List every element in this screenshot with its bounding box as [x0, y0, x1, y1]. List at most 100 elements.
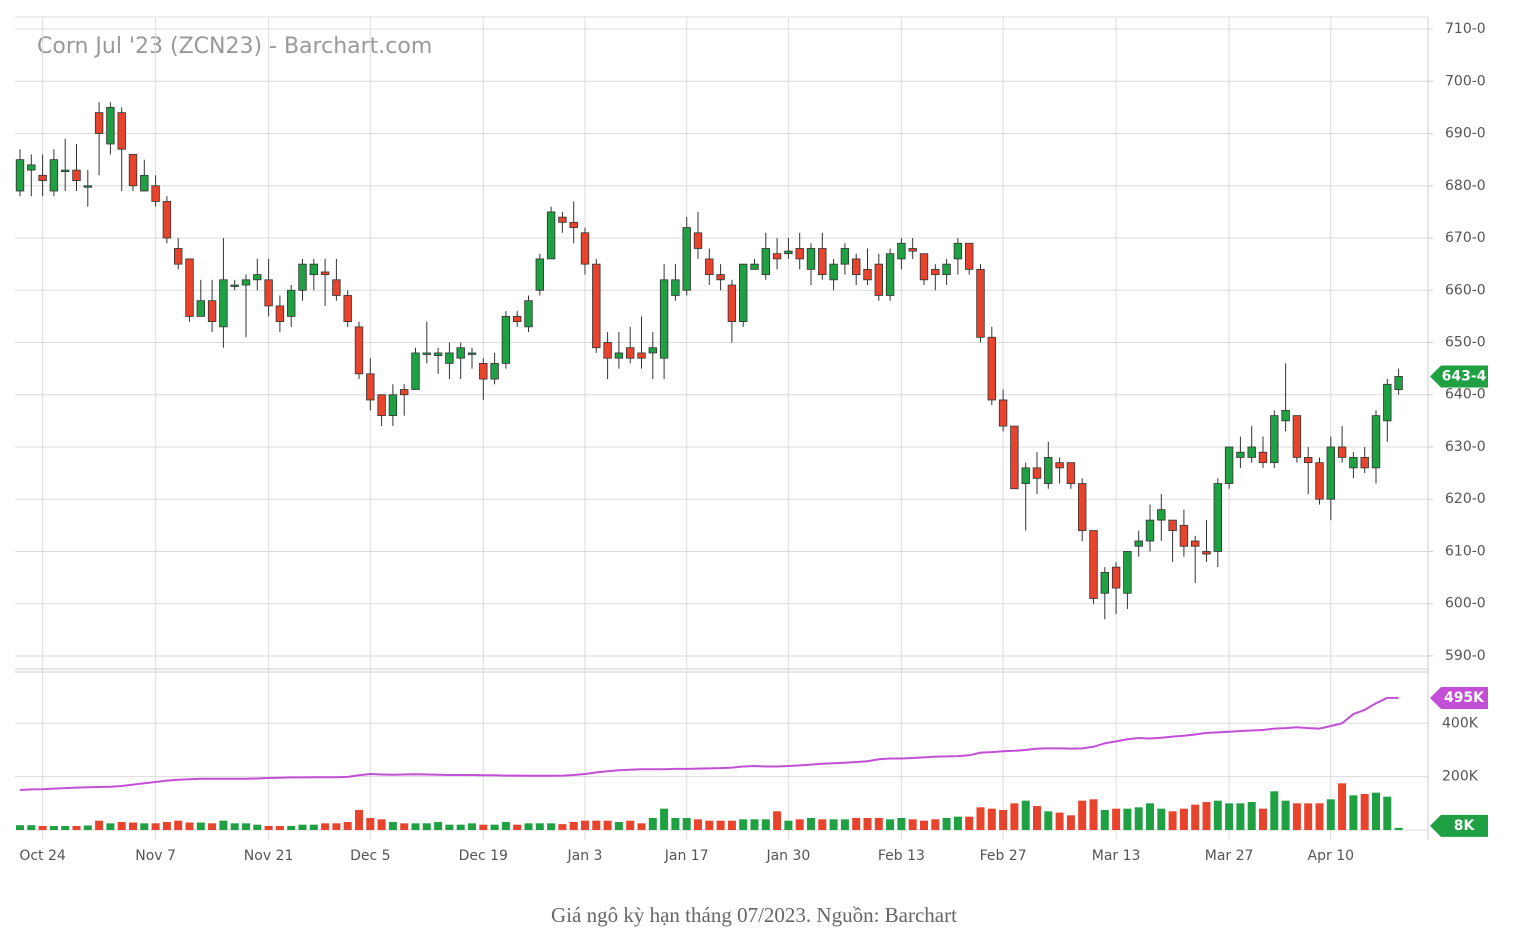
candle-body [1258, 451, 1268, 464]
candle-body [1010, 425, 1019, 490]
volume-bar [1259, 808, 1267, 830]
candle-body [1326, 446, 1335, 500]
candle-body [1337, 446, 1347, 458]
volume-bar [377, 819, 386, 830]
candle-body [117, 112, 126, 150]
candle-body [467, 352, 477, 355]
candle-body [908, 248, 917, 252]
candle-body [456, 347, 465, 359]
candle-body [253, 274, 262, 281]
candle-body [1213, 483, 1222, 552]
candle-body [569, 221, 578, 228]
volume-bar [581, 820, 589, 830]
volume-bar [908, 819, 917, 830]
candle-body [219, 279, 228, 328]
candle-body [128, 154, 138, 187]
y-tick-label: 640-0 [1445, 387, 1486, 403]
volume-bar [1281, 800, 1290, 830]
volume-bar [999, 809, 1008, 830]
volume-bar [1021, 800, 1030, 830]
volume-bar [1033, 805, 1041, 830]
volume-bar [1044, 811, 1053, 830]
x-tick-label: Jan 3 [567, 848, 603, 864]
y-tick-label: 710-0 [1445, 21, 1486, 37]
volume-bar [1315, 803, 1324, 830]
volume-bar [366, 817, 375, 830]
volume-bar [897, 817, 906, 830]
y-tick-label: 700-0 [1445, 73, 1486, 89]
volume-bar [558, 824, 567, 830]
volume-bar [524, 823, 533, 830]
volume-bar [761, 819, 770, 830]
volume-bar [355, 809, 363, 830]
candle-body [998, 399, 1008, 427]
candle-body [72, 169, 81, 181]
volume-bar [1089, 799, 1098, 830]
candle-body [332, 279, 341, 296]
last-price-bg [1430, 365, 1488, 388]
volume-bar [931, 819, 940, 830]
volume-bar [242, 823, 250, 830]
volume-bar [72, 825, 81, 830]
candle-body [739, 263, 748, 323]
candle-body [479, 362, 488, 380]
volume-bar [219, 820, 228, 830]
candle-body [388, 394, 398, 417]
x-tick-label: Mar 27 [1205, 848, 1254, 864]
candle-body [1168, 519, 1177, 531]
volume-bar [309, 824, 318, 830]
volume-bar [852, 817, 861, 830]
volume-bar [874, 817, 883, 830]
volume-bar [468, 823, 476, 830]
volume-bar [976, 807, 985, 830]
candle-body [185, 258, 194, 317]
y-tick-label: 690-0 [1445, 126, 1486, 142]
volume-bar [1360, 793, 1369, 830]
candle-body [806, 248, 816, 270]
y-tick-label: 590-0 [1445, 648, 1486, 664]
volume-bar [1213, 800, 1222, 830]
candle-body [1315, 462, 1324, 500]
volume-bar [1078, 800, 1087, 830]
candle-body [1021, 467, 1030, 484]
volume-bar [953, 816, 962, 830]
candle-body [885, 253, 895, 296]
volume-bar [61, 825, 70, 830]
volume-bar [920, 820, 928, 830]
candle-body [1032, 467, 1042, 479]
volume-bar [185, 822, 194, 830]
volume-bar [705, 820, 714, 830]
candle-body [490, 362, 499, 380]
volume-bar [445, 824, 454, 830]
candle-body [399, 389, 409, 396]
candle-body [411, 352, 420, 390]
y-tick-label: 680-0 [1445, 178, 1486, 194]
candle-body [716, 274, 725, 281]
x-tick-label: Apr 10 [1308, 848, 1354, 864]
candle-body [173, 248, 183, 265]
candle-body [264, 279, 273, 307]
volume-bar [886, 819, 895, 830]
volume-bar [1349, 795, 1358, 830]
last-volume-bg [1430, 814, 1488, 837]
volume-bar [716, 820, 725, 830]
volume-bar [942, 817, 951, 830]
volume-bar [162, 821, 171, 830]
candle-body [1371, 415, 1381, 469]
y-tick-label: 660-0 [1445, 282, 1486, 298]
y-tick-label: 670-0 [1445, 230, 1486, 246]
candle-body [1304, 457, 1313, 464]
candle-body [343, 295, 352, 323]
candle-body [727, 284, 737, 323]
volume-bar [648, 817, 657, 830]
volume-bar [264, 825, 273, 830]
candle-body [1134, 540, 1143, 547]
volume-bar [321, 823, 330, 830]
candle-body [897, 242, 906, 260]
candle-body [976, 268, 985, 338]
candle-body [1089, 530, 1098, 599]
volume-bar [682, 817, 691, 830]
candle-body [919, 253, 929, 281]
candle-body [671, 279, 680, 296]
